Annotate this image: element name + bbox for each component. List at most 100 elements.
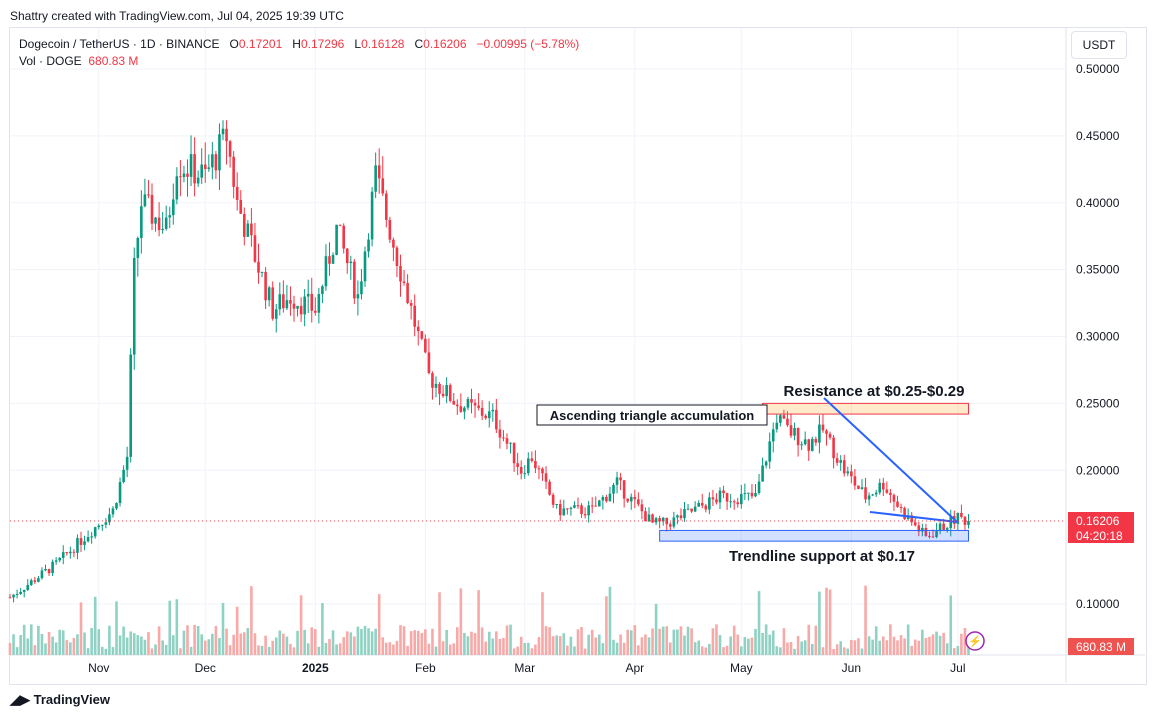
volume-bar xyxy=(761,633,764,655)
volume-bar xyxy=(814,625,818,655)
volume-bar xyxy=(708,643,711,655)
candle-body xyxy=(864,487,867,500)
candle-body xyxy=(26,584,30,590)
candle-body xyxy=(360,281,363,295)
candle-body xyxy=(72,551,76,553)
volume-bar xyxy=(892,636,896,655)
candle-body xyxy=(903,508,906,520)
volume-bar xyxy=(243,632,246,655)
candle-body xyxy=(86,537,90,542)
volume-bar xyxy=(140,636,143,655)
volume-bar xyxy=(576,629,580,655)
tradingview-logo[interactable]: ◢▶ TradingView xyxy=(10,692,110,708)
candle-body xyxy=(583,514,587,516)
candle-body xyxy=(541,468,544,474)
volume-bar xyxy=(22,624,26,655)
candle-body xyxy=(896,501,899,507)
candle-body xyxy=(338,224,342,226)
candle-body xyxy=(200,164,203,178)
volume-bar xyxy=(637,645,640,655)
volume-bar xyxy=(427,643,431,655)
volume-label[interactable]: Vol · DOGE xyxy=(19,54,82,68)
candle-body xyxy=(143,194,147,207)
candle-body xyxy=(101,524,104,526)
candle-body xyxy=(825,430,828,434)
volume-bar xyxy=(104,648,108,655)
currency-button[interactable]: USDT xyxy=(1071,31,1127,59)
change-value: −0.00995 (−5.78%) xyxy=(476,37,580,51)
volume-bar xyxy=(182,630,186,655)
volume-bar xyxy=(825,587,828,655)
volume-bar xyxy=(519,636,523,655)
volume-bar xyxy=(725,645,729,655)
volume-bar xyxy=(267,646,271,655)
volume-bar xyxy=(299,595,303,655)
candle-body xyxy=(306,293,310,297)
lightning-glyph: ⚡ xyxy=(968,635,982,648)
candle-body xyxy=(743,493,747,495)
volume-bar xyxy=(179,648,182,655)
volume-bar xyxy=(12,634,15,655)
volume-bar xyxy=(431,628,434,655)
volume-bar xyxy=(218,637,221,655)
y-tick-label: 0.20000 xyxy=(1076,463,1120,477)
candle-body xyxy=(683,509,686,519)
volume-bar xyxy=(310,627,314,655)
candle-body xyxy=(239,199,243,214)
candle-body xyxy=(484,415,487,419)
candle-body xyxy=(814,438,818,443)
candle-body xyxy=(711,497,715,500)
volume-bar xyxy=(399,625,402,655)
candle-body xyxy=(921,527,924,532)
candle-body xyxy=(381,178,385,194)
candle-body xyxy=(434,383,438,388)
candle-body xyxy=(871,494,874,496)
x-tick-label: 2025 xyxy=(302,661,329,675)
y-tick-label: 0.50000 xyxy=(1076,62,1120,76)
candle-body xyxy=(700,502,704,506)
candle-body xyxy=(267,287,271,301)
volume-bar xyxy=(271,640,274,655)
volume-bar xyxy=(864,585,867,655)
candle-body xyxy=(299,305,303,315)
volume-bar xyxy=(164,644,168,655)
candle-body xyxy=(345,248,349,264)
volume-bar xyxy=(676,629,679,655)
candle-body xyxy=(125,456,129,470)
volume-bar xyxy=(97,629,101,655)
volume-bar xyxy=(889,624,892,655)
candle-body xyxy=(523,473,527,475)
candle-body xyxy=(459,406,463,412)
y-tick-label: 0.30000 xyxy=(1076,330,1120,344)
candle-body xyxy=(942,523,945,530)
volume-bar xyxy=(658,628,661,655)
candle-body xyxy=(892,495,896,502)
candle-body xyxy=(800,444,803,446)
candle-body xyxy=(214,154,218,171)
symbol-name[interactable]: Dogecoin / TetherUS · 1D · BINANCE xyxy=(19,37,220,51)
volume-bar xyxy=(612,639,615,655)
volume-bar xyxy=(154,644,157,655)
volume-bar xyxy=(420,633,424,655)
candle-body xyxy=(569,507,573,510)
candle-body xyxy=(69,551,72,554)
candle-body xyxy=(608,493,612,502)
volume-bar xyxy=(115,601,118,655)
candle-body xyxy=(956,512,960,524)
volume-bar xyxy=(108,625,111,655)
volume-bar xyxy=(505,625,509,655)
candle-body xyxy=(931,536,935,538)
volume-bar xyxy=(931,634,935,655)
brand-label: TradingView xyxy=(33,692,110,707)
candle-body xyxy=(477,405,480,408)
candle-body xyxy=(363,251,367,282)
volume-bar xyxy=(487,631,491,655)
volume-bar xyxy=(821,647,825,655)
candle-body xyxy=(218,134,221,171)
volume-bar xyxy=(338,643,342,655)
volume-bar xyxy=(367,628,370,655)
volume-bar xyxy=(665,626,669,655)
volume-bar xyxy=(381,637,385,655)
volume-bar xyxy=(690,628,693,655)
